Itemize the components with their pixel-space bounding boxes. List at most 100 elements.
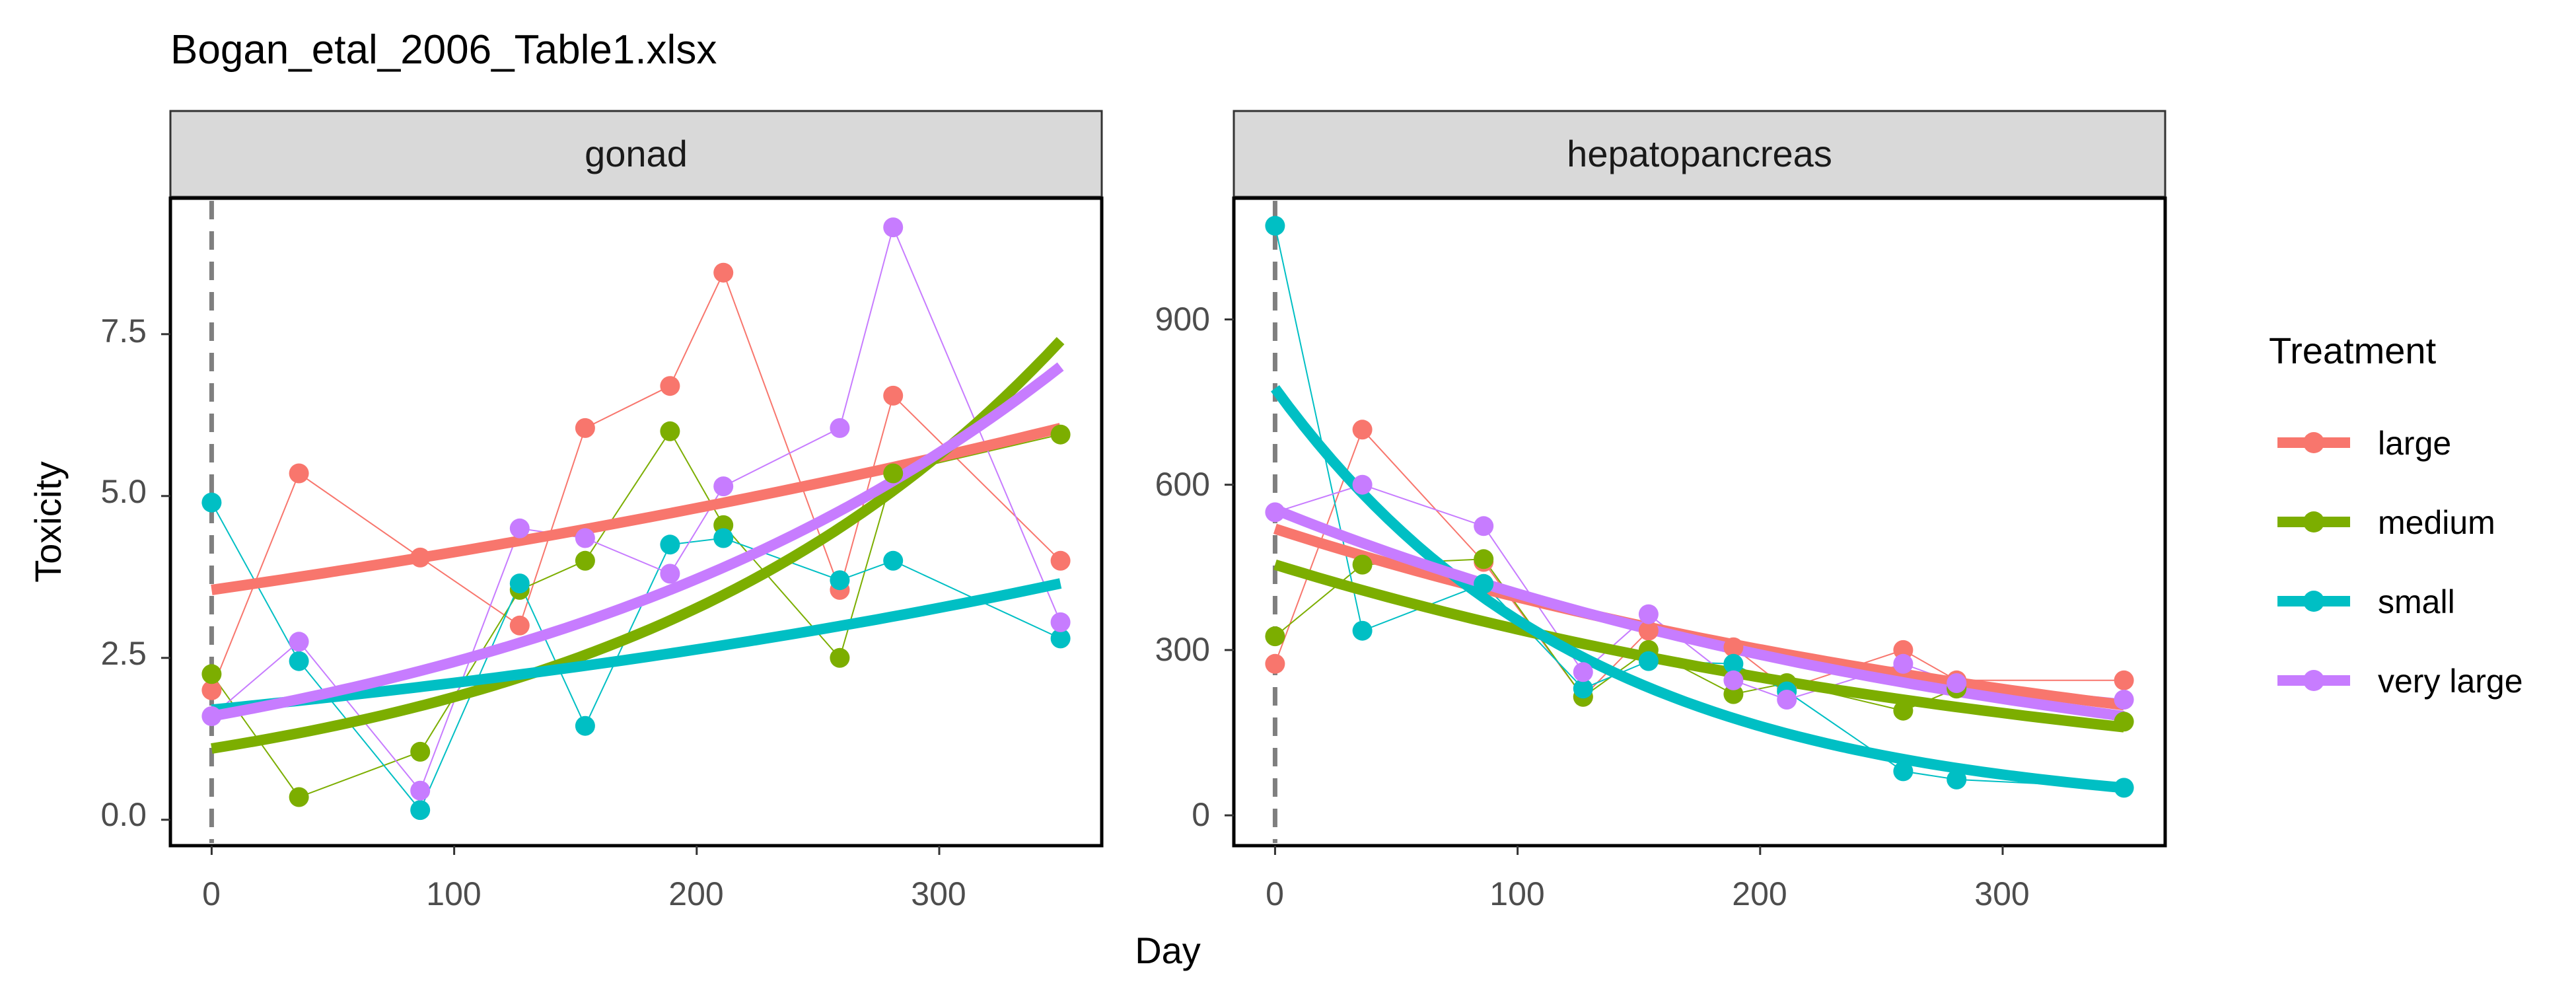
data-point-large [201, 680, 222, 700]
legend-label-medium: medium [2378, 504, 2495, 541]
data-point-small [713, 528, 734, 548]
data-point-medium [201, 664, 222, 684]
data-point-small [1573, 679, 1593, 699]
data-point-very-large [1947, 673, 1967, 693]
fit-curve-small [1270, 385, 2125, 793]
data-point-medium [1723, 684, 1744, 704]
data-point-medium [2114, 712, 2134, 732]
legend-title: Treatment [2269, 330, 2437, 371]
data-point-large [713, 262, 734, 283]
data-point-medium [289, 787, 309, 807]
legend-key-point-large [2303, 432, 2324, 453]
data-point-very-large [201, 706, 222, 726]
data-point-large [1265, 653, 1285, 674]
data-point-very-large [410, 780, 431, 801]
x-tick-label: 100 [426, 875, 481, 912]
chart-title: Bogan_etal_2006_Table1.xlsx [170, 27, 717, 73]
data-point-large [1638, 620, 1659, 641]
y-tick-label: 2.5 [100, 635, 147, 672]
panel-hepatopancreas: hepatopancreas 0 300 600 900 0 100 200 3… [1155, 110, 2167, 912]
y-tick-label: 900 [1155, 301, 1210, 338]
data-point-large [2114, 670, 2134, 690]
data-point-medium [830, 647, 850, 668]
data-point-large [1723, 637, 1744, 657]
data-point-medium [660, 421, 680, 441]
data-point-very-large [1474, 516, 1494, 536]
series-line-medium [211, 429, 1061, 798]
legend-key-point-small [2303, 591, 2324, 612]
strip-hepatopancreas [1233, 110, 2166, 198]
data-point-small [1947, 769, 1967, 789]
data-point-large [883, 385, 904, 406]
fit-curve-very-large [1273, 504, 2125, 721]
data-point-small [1265, 215, 1285, 236]
strip-label-hepatopancreas: hepatopancreas [1567, 133, 1832, 174]
data-point-small [830, 570, 850, 591]
y-tick-label: 7.5 [100, 312, 147, 349]
data-point-very-large [883, 217, 904, 238]
data-point-very-large [830, 418, 850, 438]
fit-curve-medium [1273, 559, 2125, 733]
data-point-small [509, 573, 530, 594]
data-point-very-large [1265, 502, 1285, 523]
data-point-medium [883, 463, 904, 484]
data-point-very-large [509, 518, 530, 538]
legend-label-small: small [2378, 583, 2455, 620]
y-tick-label: 5.0 [100, 473, 147, 510]
data-point-small [410, 800, 431, 821]
data-point-very-large [289, 632, 309, 652]
data-point-small [1050, 628, 1071, 649]
data-point-small [1723, 653, 1744, 674]
data-point-small [1638, 651, 1659, 671]
data-point-medium [1474, 549, 1494, 569]
x-tick-label: 300 [911, 875, 966, 912]
data-point-small [575, 716, 595, 736]
data-point-very-large [713, 476, 734, 497]
y-tick-label: 300 [1155, 631, 1210, 668]
data-point-very-large [1573, 662, 1593, 682]
fit-curve-very-large [210, 362, 1064, 721]
x-tick-label: 0 [1266, 875, 1284, 912]
data-point-very-large [1777, 690, 1797, 710]
legend-key-point-very-large [2303, 670, 2324, 691]
strip-gonad [169, 110, 1103, 198]
data-point-small [1893, 761, 1914, 782]
x-axis-title: Day [1135, 930, 1201, 971]
data-point-very-large [660, 564, 680, 584]
data-point-large [410, 547, 431, 568]
plot-area-hepatopancreas [1232, 196, 2167, 848]
data-point-medium [1265, 626, 1285, 647]
data-point-small [1352, 620, 1373, 641]
data-point-medium [410, 741, 431, 762]
data-point-very-large [1638, 604, 1659, 624]
legend-label-very-large: very large [2378, 663, 2523, 700]
x-tick-label: 300 [1974, 875, 2029, 912]
panel-gonad: gonad 0.0 2.5 5.0 7.5 0 100 200 300 [100, 110, 1104, 912]
x-tick-label: 0 [202, 875, 221, 912]
legend: Treatment large medium small very large [2269, 330, 2523, 700]
x-tick-label: 100 [1489, 875, 1544, 912]
data-point-very-large [2114, 690, 2134, 710]
data-point-very-large [1893, 653, 1914, 674]
legend-label-large: large [2378, 425, 2451, 462]
data-point-small [660, 534, 680, 555]
data-point-large [1352, 420, 1373, 440]
data-point-large [660, 376, 680, 396]
data-point-medium [1050, 424, 1071, 445]
data-point-medium [1893, 700, 1914, 721]
strip-label-gonad: gonad [585, 133, 688, 174]
data-point-small [201, 492, 222, 513]
y-tick-label: 600 [1155, 466, 1210, 503]
legend-key-point-medium [2303, 511, 2324, 532]
fit-curve-small [211, 578, 1062, 716]
data-point-very-large [1050, 612, 1071, 632]
data-point-very-large [1723, 670, 1744, 690]
data-point-small [289, 651, 309, 671]
data-point-large [1893, 640, 1914, 660]
data-point-small [1474, 573, 1494, 594]
y-tick-label: 0 [1192, 796, 1210, 833]
data-point-large [1050, 550, 1071, 571]
data-point-very-large [1352, 474, 1373, 495]
data-point-large [575, 418, 595, 438]
